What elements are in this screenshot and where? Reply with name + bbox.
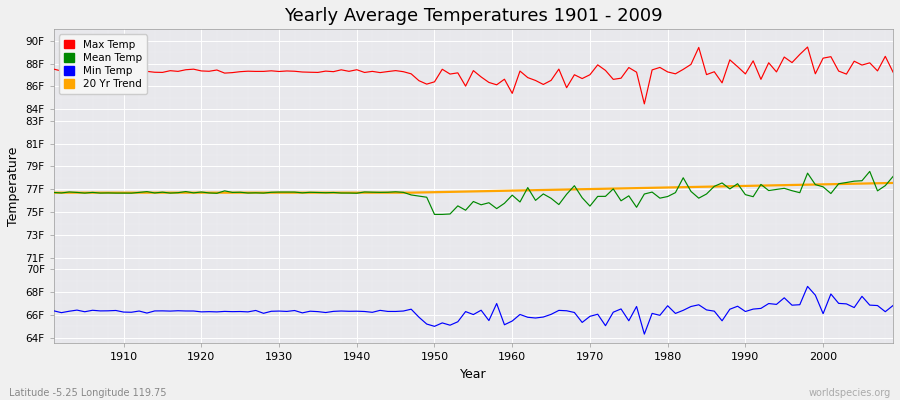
20 Yr Trend [49,190,59,195]
20 Yr Trend [111,190,122,195]
Text: Latitude -5.25 Longitude 119.75: Latitude -5.25 Longitude 119.75 [9,388,166,398]
Min Temp [328,309,339,314]
Min Temp [49,308,59,313]
20 Yr Trend [328,190,339,195]
Min Temp [111,308,122,313]
20 Yr Trend [507,188,517,193]
Min Temp [887,303,898,308]
Text: worldspecies.org: worldspecies.org [809,388,891,398]
Mean Temp [507,193,517,198]
Y-axis label: Temperature: Temperature [7,147,20,226]
Max Temp [600,68,611,73]
20 Yr Trend [499,188,509,193]
Mean Temp [515,200,526,204]
Line: 20 Yr Trend: 20 Yr Trend [54,183,893,193]
Max Temp [639,102,650,106]
Min Temp [499,322,509,327]
20 Yr Trend [600,186,611,191]
Legend: Max Temp, Mean Temp, Min Temp, 20 Yr Trend: Max Temp, Mean Temp, Min Temp, 20 Yr Tre… [58,34,148,94]
20 Yr Trend [887,180,898,185]
Max Temp [802,45,813,50]
Mean Temp [49,190,59,195]
Max Temp [499,77,509,82]
Max Temp [507,91,517,96]
Mean Temp [608,186,618,191]
Mean Temp [429,212,440,217]
Max Temp [887,70,898,74]
Max Temp [328,69,339,74]
Line: Mean Temp: Mean Temp [54,172,893,214]
Mean Temp [282,190,292,194]
Max Temp [111,71,122,76]
Mean Temp [887,174,898,179]
Min Temp [282,309,292,314]
Min Temp [600,323,611,328]
Mean Temp [111,191,122,196]
Min Temp [507,319,517,324]
Mean Temp [864,169,875,174]
Max Temp [49,67,59,72]
Title: Yearly Average Temperatures 1901 - 2009: Yearly Average Temperatures 1901 - 2009 [284,7,662,25]
Line: Max Temp: Max Temp [54,47,893,104]
X-axis label: Year: Year [460,368,487,381]
Line: Min Temp: Min Temp [54,286,893,334]
Mean Temp [328,190,339,195]
Min Temp [802,284,813,289]
20 Yr Trend [282,190,292,195]
Min Temp [639,332,650,336]
Max Temp [282,68,292,73]
